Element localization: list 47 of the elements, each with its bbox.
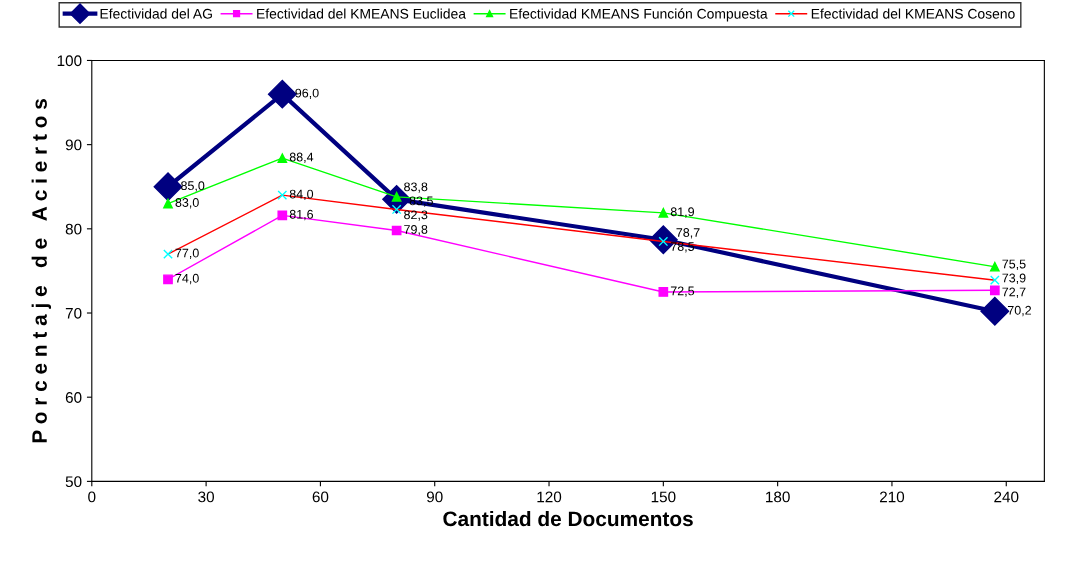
data-label: 78,7 xyxy=(676,228,700,239)
point xyxy=(658,207,669,218)
data-label: 79,8 xyxy=(404,225,428,236)
data-label: 85,0 xyxy=(181,181,205,192)
x-tick-label: 60 xyxy=(312,491,329,503)
point xyxy=(989,285,1000,296)
point xyxy=(163,198,173,209)
data-label: 81,6 xyxy=(289,209,314,221)
legend-label: Efectividad del KMEANS Euclidea xyxy=(257,8,466,19)
y-tick-label: 60 xyxy=(65,392,82,403)
legend-label: Efectividad del KMEANS Coseno xyxy=(811,8,1015,19)
point xyxy=(277,153,288,163)
x-tick-label: 90 xyxy=(426,491,443,503)
data-label: 81,9 xyxy=(670,207,695,218)
data-label: 72,7 xyxy=(1002,287,1026,298)
x-tick-label: 0 xyxy=(88,491,96,503)
y-tick-label: 80 xyxy=(65,223,82,235)
y-axis-title: P o r c e n t a j e d e A c i e r t o s xyxy=(31,99,52,443)
data-label: 83,0 xyxy=(175,198,199,209)
x-tick-label: 210 xyxy=(879,491,905,503)
point xyxy=(163,274,173,285)
data-label: 82,3 xyxy=(404,210,428,221)
x-tick-label: 120 xyxy=(537,491,562,503)
data-label: 77,0 xyxy=(175,248,199,259)
point xyxy=(980,296,1010,326)
x-tick-label: 180 xyxy=(766,491,790,503)
data-label: 70,2 xyxy=(1007,305,1032,317)
point xyxy=(267,79,297,109)
y-tick-label: 50 xyxy=(65,476,82,488)
data-label: 83,8 xyxy=(404,182,428,193)
data-label: 74,0 xyxy=(175,273,199,285)
x-axis-title: Cantidad de Documentos xyxy=(443,510,693,527)
data-label: 75,5 xyxy=(1002,259,1026,270)
legend-label: Efectividad del AG xyxy=(100,8,212,19)
y-tick-label: 100 xyxy=(57,55,82,67)
point xyxy=(658,287,669,297)
point xyxy=(277,210,288,221)
x-tick-label: 240 xyxy=(994,491,1019,503)
y-tick-label: 90 xyxy=(65,139,82,151)
x-tick-label: 150 xyxy=(651,491,676,503)
y-tick-label: 70 xyxy=(65,307,82,319)
data-label: 73,9 xyxy=(1002,273,1026,284)
legend-label: Efectividad KMEANS Función Compuesta xyxy=(510,8,768,22)
data-label: 88,4 xyxy=(289,152,314,163)
point xyxy=(989,261,1000,272)
x-tick-label: 30 xyxy=(198,491,215,503)
data-label: 96,0 xyxy=(295,88,319,99)
